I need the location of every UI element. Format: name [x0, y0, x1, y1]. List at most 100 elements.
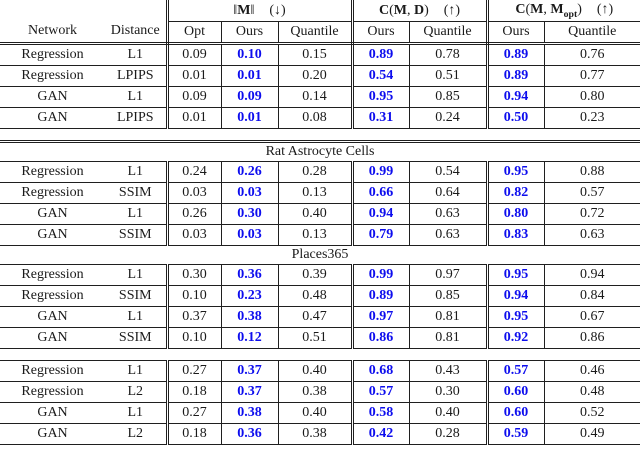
- cell-value: 0.01: [221, 107, 279, 129]
- cell-value: 0.12: [221, 327, 279, 349]
- cell-value: 0.37: [221, 360, 279, 382]
- section-title: Rat Astrocyte Cells: [0, 140, 640, 162]
- cell-value: 0.80: [544, 86, 640, 108]
- cell-value: 0.46: [544, 360, 640, 382]
- cell-value: 0.40: [409, 402, 489, 424]
- table-row: Regression L1 0.24 0.26 0.28 0.99 0.54 0.95 0.88: [0, 161, 640, 183]
- cell-value: 0.78: [409, 43, 489, 66]
- cell-network: GAN: [0, 224, 105, 246]
- cell-value: 0.20: [278, 65, 354, 87]
- cell-distance: LPIPS: [105, 65, 169, 87]
- group-title-segment: ): [577, 1, 582, 17]
- col-header-quantile: Quantile: [544, 21, 640, 45]
- table-row: Regression SSIM 0.03 0.03 0.13 0.66 0.64 0.82 0.…: [0, 182, 640, 204]
- cell-value: 0.38: [221, 402, 279, 424]
- cell-value: 0.03: [221, 182, 279, 204]
- cell-value: 0.37: [221, 381, 279, 403]
- cell-value: 0.42: [352, 423, 410, 445]
- col-header-ours: Ours: [487, 21, 545, 45]
- cell-value: 0.36: [221, 423, 279, 445]
- cell-network: GAN: [0, 306, 105, 328]
- cell-value: 0.18: [167, 381, 222, 403]
- cell-value: 0.66: [352, 182, 410, 204]
- cell-value: 0.92: [487, 327, 545, 349]
- col-header-quantile: Quantile: [278, 21, 354, 45]
- cell-distance: L2: [105, 381, 169, 403]
- cell-network: GAN: [0, 327, 105, 349]
- cell-network: Regression: [0, 264, 105, 286]
- group-title-segment: D: [413, 2, 425, 18]
- cell-value: 0.97: [409, 264, 489, 286]
- cell-distance: SSIM: [105, 182, 169, 204]
- cell-value: 0.38: [278, 381, 354, 403]
- cell-value: 0.95: [487, 264, 545, 286]
- cell-value: 0.09: [221, 86, 279, 108]
- cell-value: 0.27: [167, 360, 222, 382]
- cell-value: 0.38: [278, 423, 354, 445]
- cell-value: 0.30: [221, 203, 279, 225]
- cell-value: 0.10: [221, 43, 279, 66]
- cell-value: 0.95: [487, 306, 545, 328]
- cell-value: 0.28: [409, 423, 489, 445]
- cell-value: 0.72: [544, 203, 640, 225]
- cell-value: 0.40: [278, 402, 354, 424]
- cell-value: 0.95: [487, 161, 545, 183]
- cell-distance: SSIM: [105, 285, 169, 307]
- col-header-distance: Distance: [105, 0, 169, 45]
- col-header-quantile: Quantile: [409, 21, 489, 45]
- cell-value: 0.36: [221, 264, 279, 286]
- col-header-network: Network: [0, 0, 105, 45]
- cell-value: 0.94: [352, 203, 410, 225]
- cell-value: 0.57: [544, 182, 640, 204]
- cell-value: 0.14: [278, 86, 354, 108]
- table-row: GAN L1 0.26 0.30 0.40 0.94 0.63 0.80 0.72: [0, 203, 640, 225]
- cell-value: 0.89: [487, 43, 545, 66]
- cell-value: 0.89: [352, 43, 410, 66]
- col-header-opt: Opt: [167, 21, 222, 45]
- group-title-segment: ,: [406, 2, 414, 18]
- section-title-row: Places365: [0, 245, 640, 265]
- cell-value: 0.51: [278, 327, 354, 349]
- cell-distance: L2: [105, 423, 169, 445]
- cell-value: 0.82: [487, 182, 545, 204]
- table-row: Regression LPIPS 0.01 0.01 0.20 0.54 0.51 0.89 0…: [0, 65, 640, 87]
- cell-network: Regression: [0, 43, 105, 66]
- arrow-up-icon: (↑): [443, 2, 461, 18]
- cell-value: 0.68: [352, 360, 410, 382]
- cell-value: 0.88: [544, 161, 640, 183]
- cell-value: 0.85: [409, 285, 489, 307]
- cell-value: 0.50: [487, 107, 545, 129]
- table-row: Regression L2 0.18 0.37 0.38 0.57 0.30 0.60 0.48: [0, 381, 640, 403]
- table-row: Regression SSIM 0.10 0.23 0.48 0.89 0.85 0.94 0.…: [0, 285, 640, 307]
- cell-value: 0.40: [278, 203, 354, 225]
- cell-value: 0.84: [544, 285, 640, 307]
- cell-value: 0.26: [221, 161, 279, 183]
- group-header-norm-m: ‖M‖ (↓): [167, 0, 354, 22]
- cell-network: GAN: [0, 402, 105, 424]
- cell-value: 0.63: [409, 203, 489, 225]
- group-title-c-m-d: C(M, D): [379, 3, 429, 18]
- group-title-segment: C: [515, 1, 526, 17]
- cell-value: 0.89: [352, 285, 410, 307]
- section-gap: [0, 129, 640, 142]
- cell-value: 0.18: [167, 423, 222, 445]
- cell-network: GAN: [0, 203, 105, 225]
- cell-value: 0.80: [487, 203, 545, 225]
- cell-value: 0.67: [544, 306, 640, 328]
- cell-value: 0.13: [278, 182, 354, 204]
- cell-value: 0.52: [544, 402, 640, 424]
- table-row: GAN LPIPS 0.01 0.01 0.08 0.31 0.24 0.50 0.23: [0, 107, 640, 129]
- cell-network: Regression: [0, 161, 105, 183]
- cell-network: GAN: [0, 86, 105, 108]
- cell-distance: L1: [105, 306, 169, 328]
- cell-value: 0.99: [352, 161, 410, 183]
- group-title-segment: ‖: [250, 2, 255, 18]
- cell-value: 0.40: [278, 360, 354, 382]
- cell-value: 0.57: [352, 381, 410, 403]
- cell-value: 0.49: [544, 423, 640, 445]
- cell-value: 0.63: [409, 224, 489, 246]
- cell-value: 0.86: [352, 327, 410, 349]
- table-row: GAN L1 0.27 0.38 0.40 0.58 0.40 0.60 0.52: [0, 402, 640, 424]
- cell-network: Regression: [0, 285, 105, 307]
- section-title: Places365: [0, 245, 640, 265]
